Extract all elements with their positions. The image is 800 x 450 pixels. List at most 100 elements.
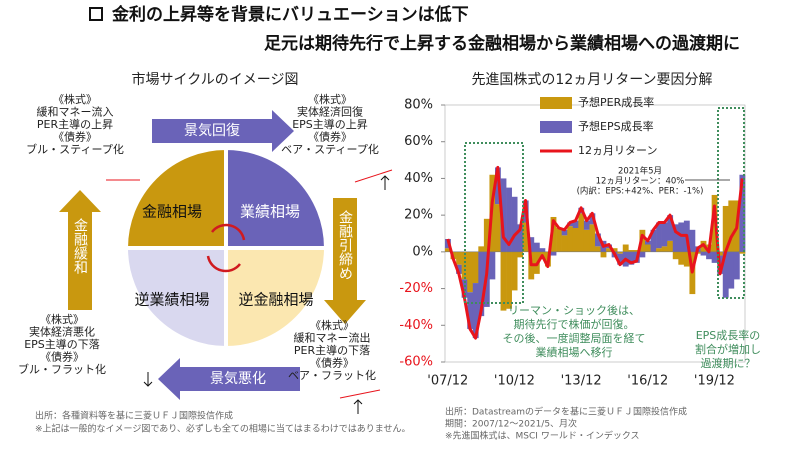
bar-segment	[733, 251, 740, 280]
bar-segment	[467, 251, 474, 293]
quadrant	[224, 246, 329, 351]
bar-segment	[722, 251, 729, 298]
footnote: 期間：2007/12～2021/5、月次	[445, 418, 577, 430]
annotation: 過渡期に？	[701, 356, 756, 370]
bar-segment	[678, 251, 685, 265]
bar-segment	[678, 222, 685, 252]
bar-segment	[567, 226, 574, 252]
bar-segment	[578, 213, 585, 252]
bar-segment	[672, 224, 679, 252]
bar-segment	[639, 251, 646, 258]
note-line: EPS主導の上昇	[292, 117, 368, 131]
quadrant-label: 業績相場	[240, 203, 300, 221]
bar-segment	[589, 224, 596, 252]
bar-segment	[667, 240, 674, 252]
note-line: 《債券》	[308, 130, 352, 144]
bar-segment	[711, 251, 718, 263]
arrow-label: 景気悪化	[210, 371, 266, 387]
legend-label: 12ヵ月リターン	[578, 144, 657, 157]
bar-segment	[722, 205, 729, 252]
bar-segment	[511, 196, 518, 252]
highlight-box	[464, 142, 524, 304]
bar-segment	[478, 246, 485, 252]
y-tick-label: 20%	[404, 208, 433, 223]
bar-segment	[583, 229, 590, 252]
bar-segment	[645, 240, 651, 245]
arrow	[59, 190, 101, 310]
note-line: 《債券》	[40, 350, 84, 364]
bar-segment	[511, 251, 518, 291]
annotation: (内訳：EPS:+42%、PER：-1%)	[577, 186, 704, 197]
bar-segment	[467, 292, 474, 329]
arrow	[158, 358, 300, 400]
note-line: ブル・フラット化	[18, 362, 106, 376]
quadrant	[123, 145, 228, 250]
bar-segment	[522, 222, 529, 252]
footnote: 出所：各種資料等を基に三菱ＵＦＪ国際投信作成	[35, 410, 233, 422]
annotation: 業績相場へ移行	[536, 345, 613, 359]
bar-segment	[572, 227, 579, 252]
annotation: 期待先行で株価が回復。	[514, 317, 635, 331]
bar-segment	[645, 244, 651, 252]
legend-label: 予想PER成長率	[578, 95, 654, 109]
bar-segment	[661, 246, 668, 252]
note-line: ブル・スティープ化	[26, 142, 124, 156]
title-line: 足元は期待先行で上昇する金融相場から業績相場への過渡期に	[264, 33, 740, 54]
notes: 《株式》緩和マネー流入PER主導の上昇《債券》ブル・スティープ化《株式》実体経済…	[18, 92, 379, 382]
plot	[441, 104, 746, 363]
bar-segment	[472, 251, 479, 284]
note-line: 《株式》	[310, 318, 354, 332]
bar-segment	[561, 229, 568, 236]
bar-segment	[633, 250, 640, 252]
legend-swatch	[540, 97, 572, 109]
note-line: 《株式》	[40, 312, 84, 326]
bar-segment	[595, 233, 601, 247]
bar-segment	[622, 244, 629, 252]
bar-segment	[683, 251, 690, 267]
up-arrow	[380, 175, 390, 190]
x-tick-label: '13/12	[561, 374, 602, 389]
title-line: 金利の上昇等を背景にバリュエーションは低下	[111, 4, 469, 25]
bar-segment	[500, 251, 507, 311]
quadrant	[123, 246, 228, 351]
x-tick-label: '07/12	[427, 374, 468, 389]
annotation: 12ヵ月リターン：40%	[596, 177, 685, 187]
bar-segment	[672, 251, 679, 260]
bar-segment	[550, 216, 557, 252]
arrow	[152, 110, 294, 152]
note-line: 《株式》	[308, 92, 352, 106]
bar-segment	[517, 251, 524, 258]
quadrant	[224, 145, 329, 250]
bar-segment	[528, 237, 535, 252]
annotation: 2021年5月	[618, 166, 662, 177]
y-tick-label: 60%	[404, 134, 433, 149]
footnote: ※先進国株式は、MSCI ワールド・インデックス	[445, 430, 640, 442]
note-line: 《株式》	[53, 92, 97, 106]
bar-segment	[600, 251, 607, 258]
quadrant-label: 逆業績相場	[134, 291, 209, 309]
arrow-label: 金融緩和	[72, 218, 88, 274]
bar-segment	[561, 235, 568, 252]
bar-segment	[739, 251, 746, 254]
y-tick-label: 80%	[404, 98, 433, 113]
quadrant-label: 逆金融相場	[238, 291, 313, 309]
bar-segment	[583, 220, 590, 230]
diagram-title: 市場サイクルのイメージ図	[131, 71, 298, 88]
bar-segment	[617, 251, 624, 254]
bar-segment	[500, 178, 507, 252]
bar-segment	[728, 200, 735, 252]
bar-segment	[650, 229, 657, 252]
bar-segment	[606, 248, 612, 252]
bar-segment	[689, 229, 696, 252]
bar-segment	[700, 251, 707, 256]
bar-segment	[461, 279, 468, 298]
legend-swatch	[540, 121, 572, 133]
bar-segment	[595, 246, 601, 252]
legend-label: 予想EPS成長率	[578, 119, 654, 133]
bar-segment	[533, 242, 540, 252]
bar-segment	[706, 251, 712, 260]
highlight-box	[717, 107, 745, 299]
bar-segment	[717, 251, 724, 256]
bar-segment	[728, 251, 735, 289]
